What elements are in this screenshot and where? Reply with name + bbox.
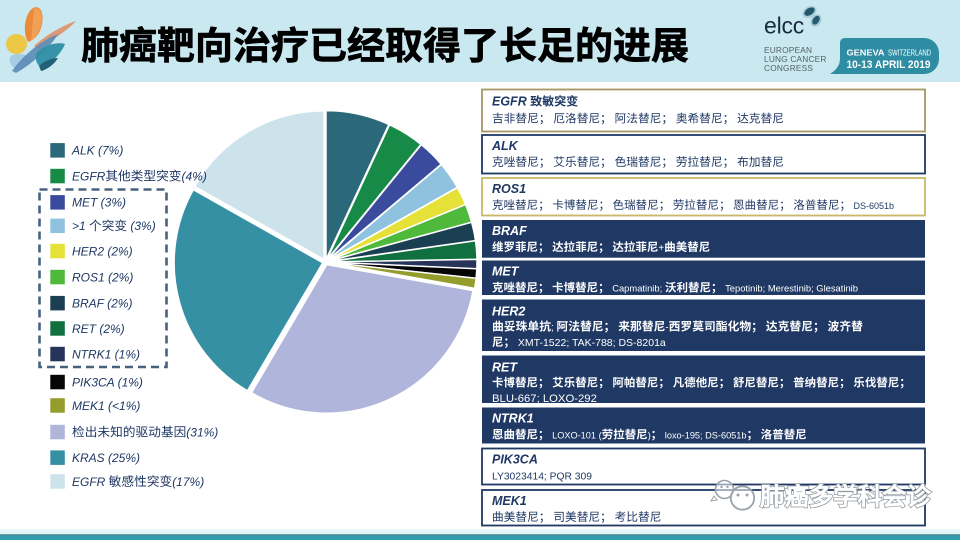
svg-text:): ) — [648, 431, 651, 441]
svg-text:elcc: elcc — [764, 13, 804, 39]
svg-text:EGFR: EGFR — [72, 475, 106, 489]
svg-text:HER2: HER2 — [492, 305, 525, 319]
svg-text:(31%): (31%) — [186, 425, 218, 439]
svg-text:XMT-1522; TAK-788; DS-8201a: XMT-1522; TAK-788; DS-8201a — [518, 337, 666, 349]
svg-text:LUNG CANCER: LUNG CANCER — [764, 54, 827, 64]
svg-text:-: - — [665, 323, 668, 334]
svg-text:EGFR: EGFR — [72, 169, 106, 183]
svg-text:LOXO-101 (: LOXO-101 ( — [552, 431, 602, 441]
svg-text:(3%): (3%) — [130, 219, 155, 233]
svg-text:BLU-667; LOXO-292: BLU-667; LOXO-292 — [492, 393, 597, 405]
svg-text:NTRK1 (1%): NTRK1 (1%) — [72, 347, 140, 361]
svg-text:KRAS (25%): KRAS (25%) — [72, 451, 140, 465]
svg-text:MET (3%): MET (3%) — [72, 196, 126, 210]
svg-text:Tepotinib; Merestinib; Glesati: Tepotinib; Merestinib; Glesatinib — [725, 283, 858, 294]
svg-text:EGFR: EGFR — [492, 95, 527, 109]
svg-text:HER2 (2%): HER2 (2%) — [72, 244, 133, 258]
svg-text:Capmatinib;: Capmatinib; — [612, 283, 662, 294]
svg-text:RET (2%): RET (2%) — [72, 322, 125, 336]
svg-text:CONGRESS: CONGRESS — [764, 63, 813, 73]
svg-text:BRAF (2%): BRAF (2%) — [72, 297, 132, 311]
svg-text:ALK (7%): ALK (7%) — [71, 144, 123, 158]
svg-text:SWITZERLAND: SWITZERLAND — [888, 48, 931, 58]
svg-text:MEK1 (<1%): MEK1 (<1%) — [72, 399, 140, 413]
svg-text:GENEVA: GENEVA — [847, 48, 885, 58]
svg-text:PIK3CA: PIK3CA — [492, 453, 538, 467]
svg-text:BRAF: BRAF — [492, 224, 527, 238]
svg-text:NTRK1: NTRK1 — [492, 412, 534, 426]
svg-text:10-13 APRIL 2019: 10-13 APRIL 2019 — [847, 59, 931, 71]
svg-text:>1: >1 — [72, 219, 86, 233]
svg-text:(4%): (4%) — [182, 169, 207, 183]
svg-text:;: ; — [551, 323, 554, 334]
svg-text:+: + — [658, 243, 664, 254]
svg-text:ROS1 (2%): ROS1 (2%) — [72, 270, 133, 284]
svg-text:ROS1: ROS1 — [492, 182, 526, 196]
svg-text:EUROPEAN: EUROPEAN — [764, 45, 812, 55]
svg-text:DS-6051b: DS-6051b — [854, 201, 895, 211]
svg-text:(17%): (17%) — [172, 475, 204, 489]
svg-text:MEK1: MEK1 — [492, 494, 527, 508]
svg-text:PIK3CA (1%): PIK3CA (1%) — [72, 375, 143, 389]
svg-text:LY3023414; PQR 309: LY3023414; PQR 309 — [492, 472, 592, 483]
svg-text:RET: RET — [492, 361, 518, 375]
svg-text:loxo-195; DS-6051b: loxo-195; DS-6051b — [665, 431, 747, 441]
svg-text:ALK: ALK — [491, 139, 519, 153]
svg-text:MET: MET — [492, 265, 520, 279]
